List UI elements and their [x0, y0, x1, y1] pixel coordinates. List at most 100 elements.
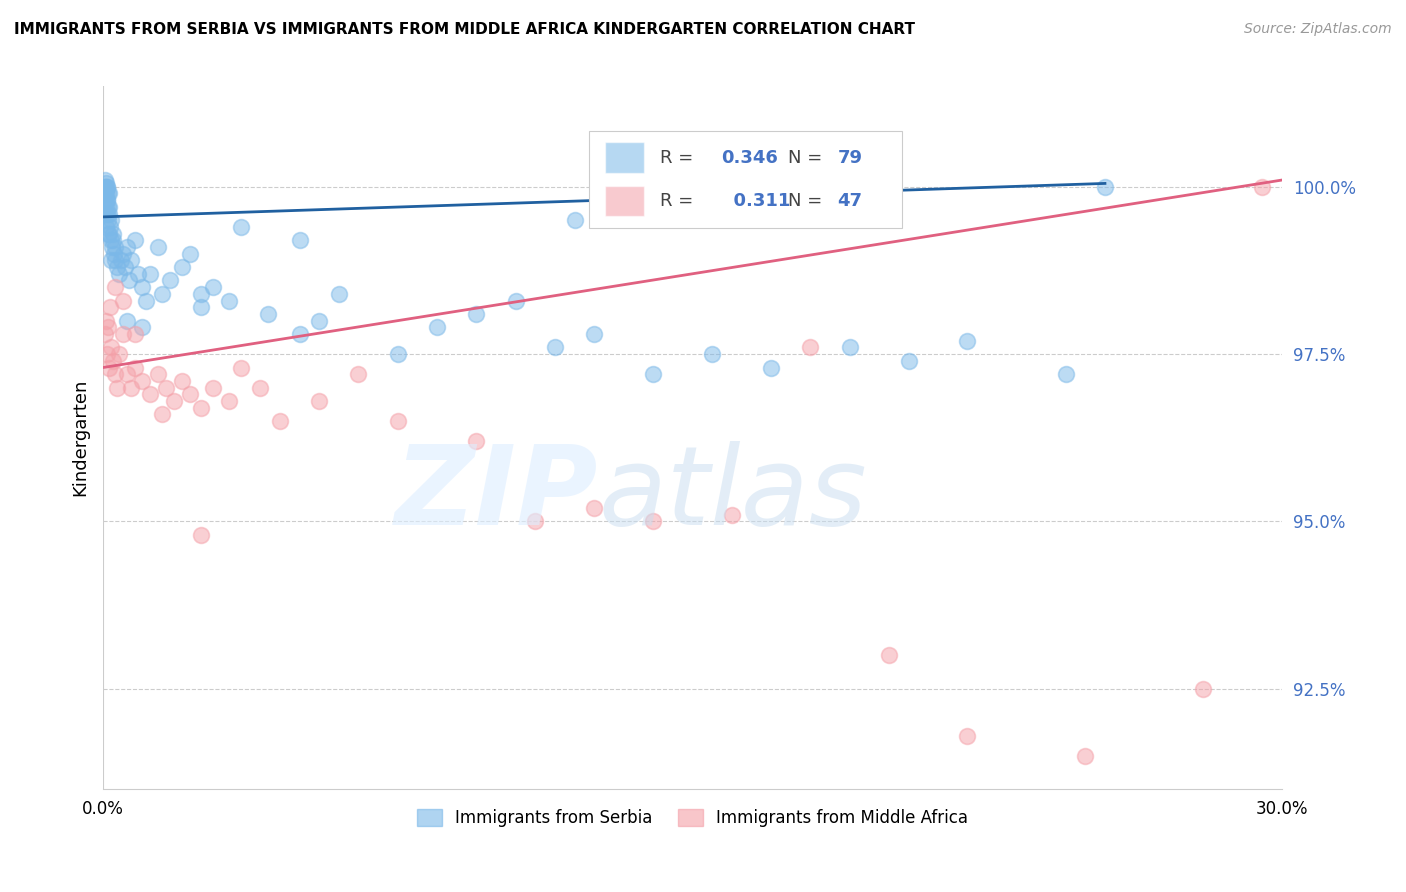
Legend: Immigrants from Serbia, Immigrants from Middle Africa: Immigrants from Serbia, Immigrants from … — [411, 802, 974, 834]
Point — [1251, 179, 1274, 194]
Point — [202, 381, 225, 395]
Point — [111, 246, 134, 260]
Point — [94, 193, 117, 207]
Point — [100, 253, 122, 268]
Point — [94, 186, 117, 201]
Point — [643, 515, 665, 529]
Point — [120, 381, 142, 395]
Y-axis label: Kindergarten: Kindergarten — [72, 379, 89, 497]
Point — [96, 186, 118, 201]
Text: ZIP: ZIP — [395, 441, 598, 548]
Point — [97, 320, 120, 334]
Point — [249, 381, 271, 395]
Point — [218, 293, 240, 308]
Point — [98, 360, 121, 375]
Point — [564, 213, 586, 227]
Point — [838, 340, 860, 354]
Point — [115, 240, 138, 254]
Point — [426, 320, 449, 334]
Point — [124, 326, 146, 341]
Point — [150, 286, 173, 301]
Point — [127, 267, 149, 281]
Point — [97, 200, 120, 214]
Point — [105, 381, 128, 395]
Point — [98, 200, 121, 214]
Text: atlas: atlas — [598, 441, 866, 548]
Point — [218, 394, 240, 409]
Point — [101, 353, 124, 368]
Point — [897, 353, 920, 368]
Text: Source: ZipAtlas.com: Source: ZipAtlas.com — [1244, 22, 1392, 37]
Point — [159, 273, 181, 287]
Point — [229, 219, 252, 234]
Point — [288, 233, 311, 247]
Point — [956, 334, 979, 348]
Text: IMMIGRANTS FROM SERBIA VS IMMIGRANTS FROM MIDDLE AFRICA KINDERGARTEN CORRELATION: IMMIGRANTS FROM SERBIA VS IMMIGRANTS FRO… — [14, 22, 915, 37]
Point — [288, 326, 311, 341]
Point — [111, 293, 134, 308]
Point — [257, 307, 280, 321]
Point — [96, 193, 118, 207]
Point — [877, 648, 900, 663]
Point — [190, 401, 212, 415]
Point — [103, 246, 125, 260]
Point — [94, 206, 117, 220]
Point — [1054, 368, 1077, 382]
Point — [1074, 748, 1097, 763]
Point — [347, 368, 370, 382]
Point — [124, 360, 146, 375]
Point — [111, 326, 134, 341]
Point — [110, 253, 132, 268]
Point — [94, 326, 117, 341]
Point — [98, 206, 121, 220]
Point — [131, 374, 153, 388]
Point — [96, 313, 118, 327]
Point — [505, 293, 527, 308]
Point — [229, 360, 252, 375]
Point — [155, 381, 177, 395]
Point — [97, 186, 120, 201]
Point — [96, 219, 118, 234]
Point — [150, 408, 173, 422]
Point — [179, 387, 201, 401]
Point — [104, 253, 127, 268]
Point — [104, 280, 127, 294]
Point — [202, 280, 225, 294]
Point — [100, 233, 122, 247]
Point — [96, 200, 118, 214]
Point — [328, 286, 350, 301]
Point — [146, 368, 169, 382]
Point — [100, 213, 122, 227]
Point — [163, 394, 186, 409]
Point — [124, 233, 146, 247]
Point — [139, 267, 162, 281]
Point — [583, 501, 606, 516]
Point — [387, 414, 409, 428]
Point — [118, 273, 141, 287]
Point — [105, 260, 128, 274]
Point — [96, 206, 118, 220]
Point — [308, 394, 330, 409]
Point — [544, 340, 567, 354]
Point — [96, 179, 118, 194]
Point — [94, 179, 117, 194]
Point — [96, 193, 118, 207]
Point — [94, 183, 117, 197]
Point — [101, 233, 124, 247]
Point — [100, 240, 122, 254]
Point — [96, 179, 118, 194]
Point — [101, 227, 124, 241]
Point — [115, 368, 138, 382]
Point — [465, 434, 488, 449]
Point — [131, 320, 153, 334]
Point — [98, 219, 121, 234]
Point — [190, 300, 212, 314]
Point — [170, 260, 193, 274]
Point — [700, 347, 723, 361]
Point — [98, 227, 121, 241]
Point — [956, 729, 979, 743]
Point — [720, 508, 742, 522]
Point — [114, 260, 136, 274]
Point — [94, 179, 117, 194]
Point — [115, 313, 138, 327]
